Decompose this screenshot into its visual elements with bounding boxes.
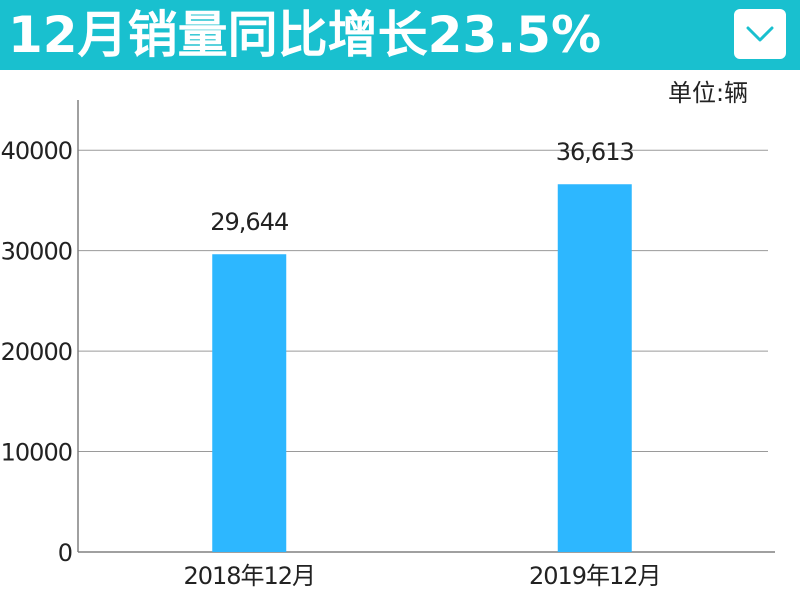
chevron-down-icon <box>746 26 774 42</box>
bar <box>557 184 632 553</box>
x-tick-label: 2018年12月 <box>183 562 315 590</box>
y-tick-label: 20000 <box>1 338 72 366</box>
data-label: 36,613 <box>556 138 634 166</box>
x-tick-label: 2019年12月 <box>529 562 661 590</box>
expand-button[interactable] <box>734 9 786 59</box>
y-tick-label: 10000 <box>1 439 72 467</box>
header-banner: 12月销量同比增长23.5% <box>0 0 800 70</box>
y-tick-label: 40000 <box>1 137 72 165</box>
unit-label: 单位:辆 <box>668 79 749 107</box>
y-tick-label: 0 <box>58 539 72 567</box>
y-tick-label: 30000 <box>1 238 72 266</box>
bar <box>212 254 287 552</box>
data-label: 29,644 <box>210 208 288 236</box>
page-title: 12月销量同比增长23.5% <box>8 6 602 64</box>
